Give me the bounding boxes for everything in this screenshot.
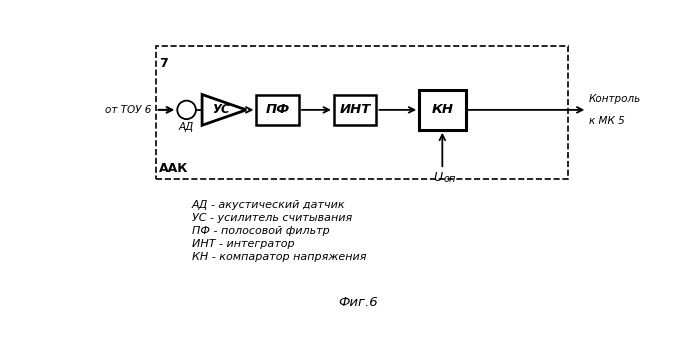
Text: U: U <box>433 171 442 184</box>
Text: ААК: ААК <box>159 161 188 174</box>
Text: АД: АД <box>179 122 194 132</box>
Text: УС: УС <box>212 104 230 117</box>
Text: к МК 5: к МК 5 <box>589 116 624 126</box>
Text: 7: 7 <box>159 57 168 70</box>
Bar <box>419 90 466 130</box>
Text: ПФ: ПФ <box>266 104 290 117</box>
Text: ПФ - полосовой фильтр: ПФ - полосовой фильтр <box>192 226 330 236</box>
Text: от ТОУ 6: от ТОУ 6 <box>105 105 151 115</box>
Text: УС - усилитель считывания: УС - усилитель считывания <box>192 213 352 223</box>
Text: Фиг.6: Фиг.6 <box>338 296 377 309</box>
Text: КН - компаратор напряжения: КН - компаратор напряжения <box>192 252 366 262</box>
Bar <box>156 46 568 179</box>
Text: оп: оп <box>443 174 456 184</box>
Bar <box>257 95 299 125</box>
Text: ИНТ: ИНТ <box>340 104 370 117</box>
Text: АД - акустический датчик: АД - акустический датчик <box>192 200 345 210</box>
Text: ИНТ - интегратор: ИНТ - интегратор <box>192 239 294 249</box>
Text: КН: КН <box>431 104 454 117</box>
Text: Контроль: Контроль <box>589 94 641 104</box>
Bar <box>334 95 377 125</box>
